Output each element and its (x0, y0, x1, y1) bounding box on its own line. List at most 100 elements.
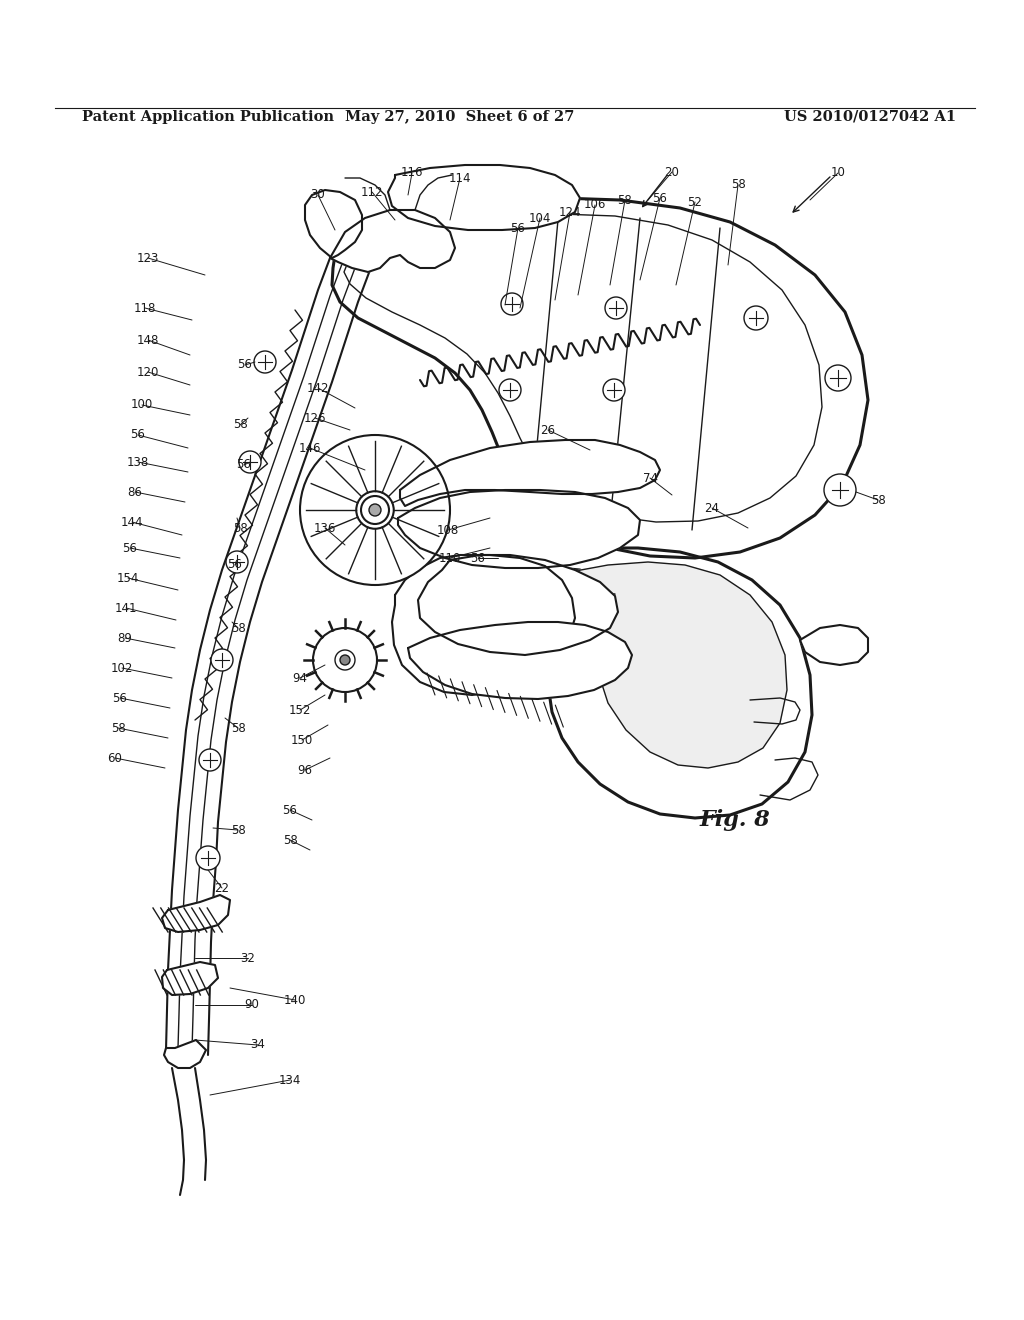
Text: 74: 74 (642, 471, 657, 484)
Text: 154: 154 (117, 572, 139, 585)
Text: 152: 152 (289, 704, 311, 717)
Circle shape (226, 550, 248, 573)
Text: 32: 32 (241, 952, 255, 965)
Polygon shape (330, 210, 455, 272)
Polygon shape (305, 190, 362, 257)
Text: 52: 52 (687, 195, 702, 209)
Text: 100: 100 (131, 399, 154, 412)
Polygon shape (418, 554, 618, 655)
Polygon shape (398, 490, 640, 568)
Polygon shape (388, 165, 580, 230)
Text: 58: 58 (232, 418, 248, 432)
Circle shape (300, 436, 450, 585)
Polygon shape (162, 962, 218, 995)
Text: May 27, 2010  Sheet 6 of 27: May 27, 2010 Sheet 6 of 27 (345, 110, 574, 124)
Text: 58: 58 (870, 494, 886, 507)
Circle shape (499, 379, 521, 401)
Polygon shape (408, 622, 632, 700)
Circle shape (369, 504, 381, 516)
Text: 56: 56 (237, 458, 252, 471)
Text: 118: 118 (134, 301, 157, 314)
Circle shape (313, 628, 377, 692)
Polygon shape (164, 1040, 206, 1068)
Circle shape (744, 306, 768, 330)
Text: 30: 30 (310, 189, 326, 202)
Circle shape (239, 451, 261, 473)
Text: 89: 89 (118, 631, 132, 644)
Text: 108: 108 (437, 524, 459, 536)
Text: 90: 90 (245, 998, 259, 1011)
Text: 34: 34 (251, 1039, 265, 1052)
Text: 142: 142 (307, 381, 330, 395)
Text: 56: 56 (131, 429, 145, 441)
Text: 56: 56 (238, 359, 253, 371)
Circle shape (211, 649, 233, 671)
Text: 140: 140 (284, 994, 306, 1006)
Polygon shape (400, 440, 660, 506)
Text: 106: 106 (584, 198, 606, 211)
Text: 120: 120 (137, 366, 159, 379)
Text: 58: 58 (232, 521, 248, 535)
Circle shape (501, 293, 523, 315)
Circle shape (199, 748, 221, 771)
Text: Patent Application Publication: Patent Application Publication (82, 110, 334, 124)
Text: 58: 58 (731, 178, 745, 191)
Circle shape (825, 366, 851, 391)
Text: 20: 20 (665, 165, 680, 178)
Text: 58: 58 (111, 722, 125, 734)
Text: 56: 56 (123, 541, 137, 554)
Text: 56: 56 (283, 804, 297, 817)
Polygon shape (800, 624, 868, 665)
Text: 60: 60 (108, 751, 123, 764)
Text: 24: 24 (705, 502, 720, 515)
Text: Fig. 8: Fig. 8 (700, 809, 771, 832)
Text: 56: 56 (471, 552, 485, 565)
Text: 22: 22 (214, 882, 229, 895)
Text: 141: 141 (115, 602, 137, 615)
Text: 86: 86 (128, 486, 142, 499)
Text: 110: 110 (439, 552, 461, 565)
Circle shape (605, 297, 627, 319)
Circle shape (361, 496, 389, 524)
Circle shape (824, 474, 856, 506)
Text: 58: 58 (283, 833, 297, 846)
Text: US 2010/0127042 A1: US 2010/0127042 A1 (784, 110, 956, 124)
Text: 10: 10 (830, 166, 846, 180)
Text: 124: 124 (559, 206, 582, 219)
Text: 146: 146 (299, 441, 322, 454)
Text: 104: 104 (528, 211, 551, 224)
Text: 114: 114 (449, 172, 471, 185)
Text: 144: 144 (121, 516, 143, 528)
Text: 138: 138 (127, 455, 150, 469)
Text: 150: 150 (291, 734, 313, 747)
Circle shape (335, 649, 355, 671)
Text: 58: 58 (230, 622, 246, 635)
Text: 96: 96 (298, 763, 312, 776)
Text: 26: 26 (541, 424, 555, 437)
Circle shape (356, 491, 394, 529)
Text: 136: 136 (313, 521, 336, 535)
Text: 56: 56 (113, 692, 127, 705)
Polygon shape (162, 895, 230, 932)
Polygon shape (495, 548, 812, 818)
Circle shape (196, 846, 220, 870)
Text: 56: 56 (227, 558, 243, 572)
Circle shape (340, 655, 350, 665)
Circle shape (254, 351, 276, 374)
Text: 58: 58 (230, 824, 246, 837)
Circle shape (603, 379, 625, 401)
Text: 123: 123 (137, 252, 159, 264)
Text: 102: 102 (111, 661, 133, 675)
Text: 58: 58 (230, 722, 246, 734)
Text: 112: 112 (360, 186, 383, 198)
Text: 116: 116 (400, 166, 423, 180)
Text: 134: 134 (279, 1073, 301, 1086)
Text: 148: 148 (137, 334, 159, 346)
Text: 58: 58 (617, 194, 633, 206)
Text: 56: 56 (652, 191, 668, 205)
Text: 94: 94 (293, 672, 307, 685)
Polygon shape (392, 554, 575, 696)
Text: 56: 56 (511, 222, 525, 235)
Polygon shape (332, 198, 868, 558)
Polygon shape (535, 562, 787, 768)
